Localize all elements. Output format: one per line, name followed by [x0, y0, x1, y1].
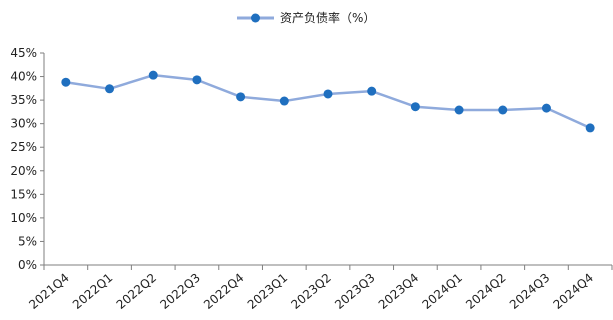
y-axis: 0% 5% 10% 15% 20% 25% 30% 35% 40% 45%	[10, 46, 45, 272]
x-axis: 2021Q42022Q12022Q22022Q32022Q42023Q12023…	[26, 264, 613, 312]
y-tick-label: 20%	[10, 164, 37, 178]
data-point	[410, 102, 420, 112]
y-tick-label: 0%	[18, 258, 37, 272]
y-tick-label: 40%	[10, 70, 37, 84]
x-tick-label: 2023Q2	[288, 271, 333, 312]
plot-area	[61, 70, 595, 133]
y-tick-label: 10%	[10, 211, 37, 225]
data-point	[454, 105, 464, 115]
x-tick-label: 2022Q1	[70, 271, 115, 312]
data-point	[148, 70, 158, 80]
x-tick-label: 2024Q3	[507, 271, 552, 312]
data-point	[61, 77, 71, 87]
data-point	[105, 84, 115, 94]
y-tick-label: 15%	[10, 187, 37, 201]
data-point	[236, 92, 246, 102]
x-tick-label: 2021Q4	[26, 271, 71, 312]
x-tick-label: 2022Q4	[201, 271, 246, 312]
data-point	[323, 89, 333, 99]
x-tick-label: 2023Q1	[245, 271, 290, 312]
x-tick-label: 2024Q1	[420, 271, 465, 312]
data-point	[367, 86, 377, 96]
y-tick-label: 30%	[10, 117, 37, 131]
x-tick-label: 2024Q4	[551, 271, 596, 312]
y-tick-label: 25%	[10, 140, 37, 154]
y-tick-label: 35%	[10, 93, 37, 107]
data-point	[585, 123, 595, 133]
x-tick-label: 2022Q2	[114, 271, 159, 312]
legend-label: 资产负债率（%）	[280, 10, 375, 25]
x-tick-label: 2024Q2	[463, 271, 508, 312]
data-point	[498, 105, 508, 115]
series-line	[65, 73, 591, 130]
legend: 资产负债率（%）	[237, 10, 375, 25]
data-point	[192, 75, 202, 85]
data-point	[279, 96, 289, 106]
y-tick-label: 45%	[10, 46, 37, 60]
x-tick-label: 2023Q4	[376, 271, 421, 312]
x-tick-label: 2023Q3	[332, 271, 377, 312]
data-point	[541, 103, 551, 113]
x-tick-label: 2022Q3	[157, 271, 202, 312]
y-tick-label: 5%	[18, 234, 37, 248]
legend-marker-swatch	[251, 13, 260, 23]
